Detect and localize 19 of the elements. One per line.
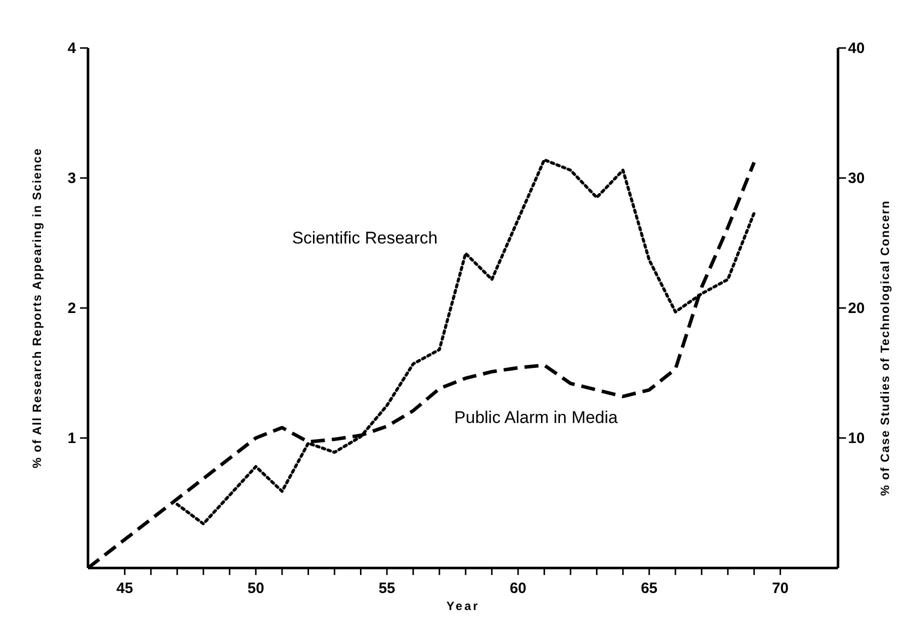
series-label: Scientific Research (292, 228, 438, 248)
y2-tick-label: 40 (848, 40, 865, 57)
y2-tick-label: 20 (848, 300, 865, 317)
x-tick-label: 45 (116, 580, 134, 597)
x-tick-label: 60 (510, 580, 526, 597)
y-axis-title: % of All Research Reports Appearing in Science (30, 148, 44, 468)
y2-axis-title: % of Case Studies of Technological Concern (878, 200, 892, 496)
x-axis-title: Year (446, 599, 480, 613)
x-tick-label: 70 (772, 580, 789, 597)
y-tick-label: 1 (68, 430, 76, 447)
y-tick-label: 2 (68, 300, 76, 317)
y-tick-label: 3 (68, 170, 76, 187)
y2-tick-label: 30 (848, 170, 865, 187)
y-tick-label: 4 (68, 40, 77, 57)
series-label: Public Alarm in Media (454, 408, 618, 428)
y2-tick-label: 10 (848, 430, 865, 447)
x-tick-label: 65 (640, 580, 658, 597)
x-tick-label: 50 (247, 580, 264, 597)
x-tick-label: 55 (378, 580, 396, 597)
